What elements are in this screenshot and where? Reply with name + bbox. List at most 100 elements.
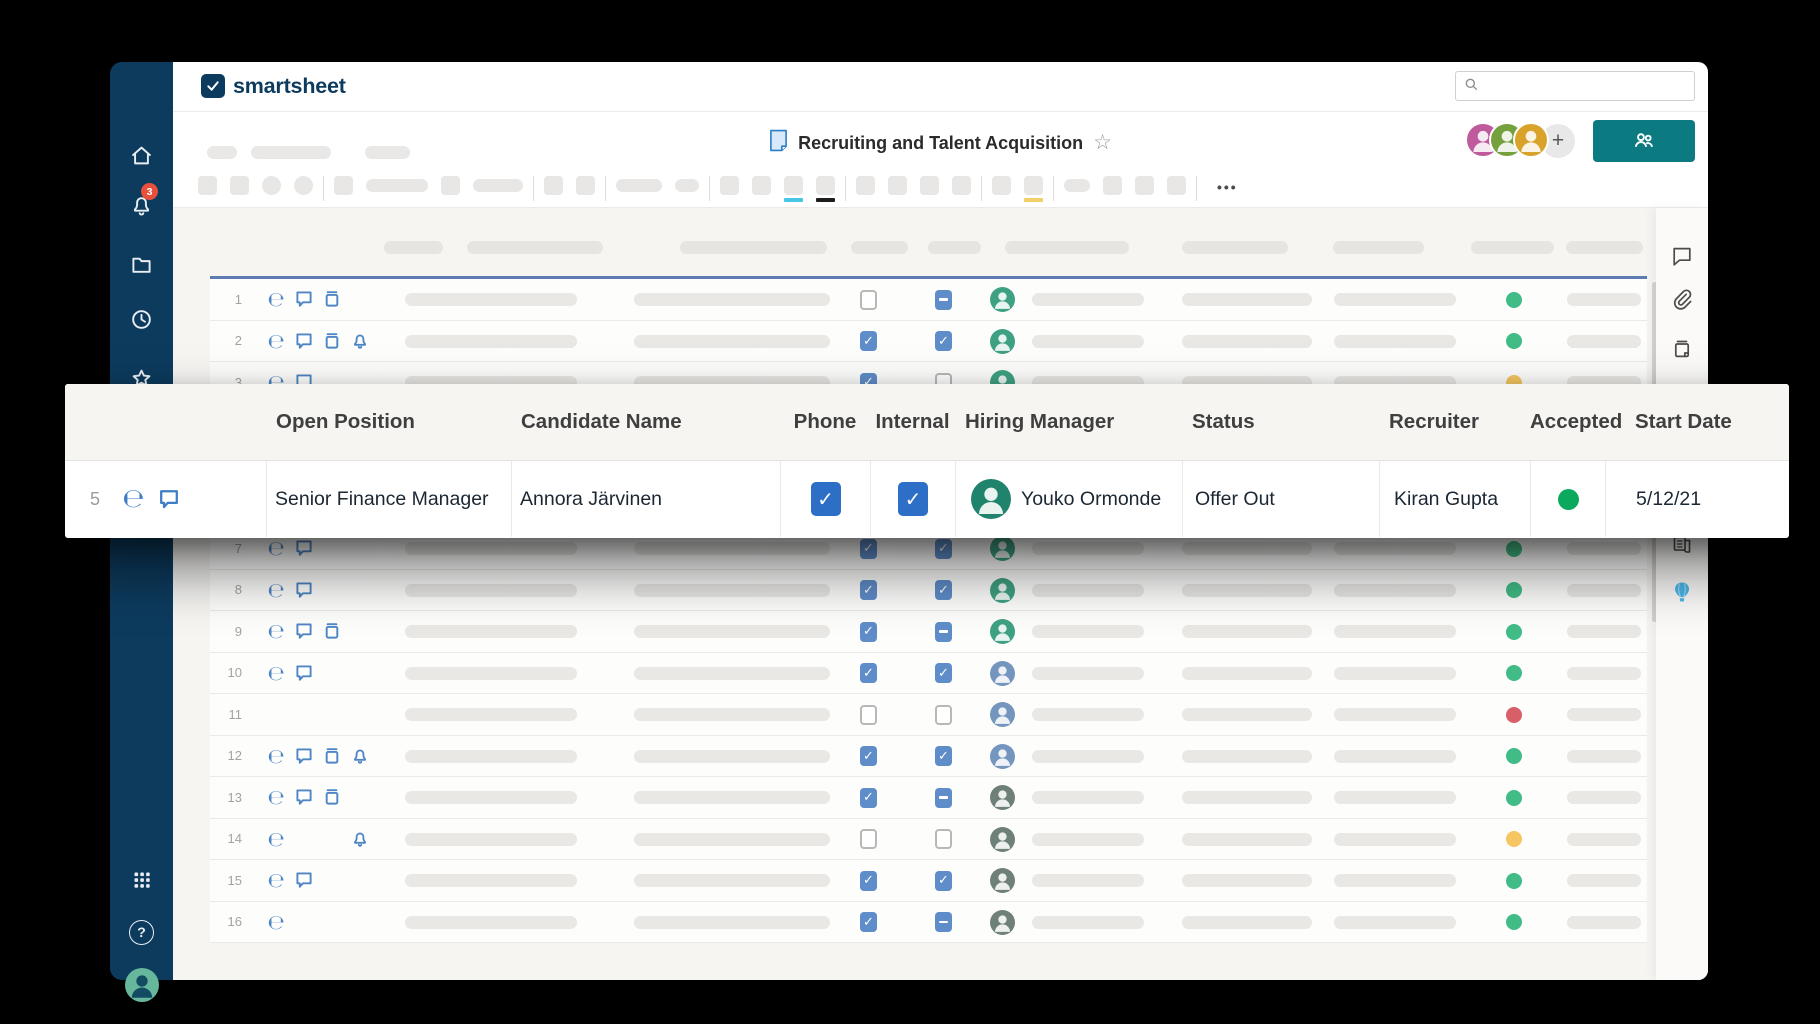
phone-checkbox-checked[interactable] — [860, 580, 877, 600]
panel-proofs-icon[interactable] — [1670, 337, 1694, 361]
internal-checkbox-partial[interactable] — [935, 621, 952, 642]
table-row[interactable]: 14 ℮ — [210, 818, 1647, 860]
internal-checkbox-checked[interactable] — [935, 538, 952, 559]
sidebar-item-browse-icon[interactable] — [110, 249, 173, 279]
comment-icon[interactable] — [292, 785, 316, 809]
attachment-icon[interactable]: ℮ — [267, 328, 285, 353]
toolbar-button[interactable] — [675, 176, 699, 202]
attachment-icon[interactable]: ℮ — [122, 484, 145, 514]
cell-internal[interactable] — [870, 461, 955, 537]
toolbar-button[interactable] — [334, 176, 353, 202]
toolbar-button[interactable] — [294, 176, 313, 202]
proof-icon[interactable] — [320, 287, 344, 311]
attachment-icon[interactable]: ℮ — [267, 536, 285, 560]
col-header-accepted[interactable]: Accepted — [1530, 410, 1623, 433]
phone-checkbox-checked[interactable] — [860, 621, 877, 642]
table-row[interactable]: 15 ℮ — [210, 860, 1647, 902]
toolbar-button[interactable] — [1024, 176, 1043, 202]
comment-icon[interactable] — [292, 868, 316, 892]
phone-checkbox-checked[interactable] — [810, 482, 841, 516]
toolbar-button[interactable] — [1103, 176, 1122, 202]
table-row[interactable]: 12 ℮ — [210, 735, 1647, 777]
toolbar-button[interactable] — [1064, 176, 1090, 202]
internal-checkbox-partial[interactable] — [935, 912, 952, 932]
toolbar-button[interactable] — [720, 176, 739, 202]
table-row[interactable]: 10 ℮ — [210, 652, 1647, 694]
cell-open-position[interactable]: Senior Finance Manager — [266, 461, 511, 537]
comment-icon[interactable] — [292, 329, 316, 353]
panel-whats-new-icon[interactable] — [1670, 580, 1694, 604]
attachment-icon[interactable]: ℮ — [267, 868, 285, 892]
col-header-phone[interactable]: Phone — [793, 410, 857, 433]
toolbar-button[interactable] — [262, 176, 281, 202]
table-row[interactable]: 8 ℮ — [210, 569, 1647, 611]
proof-icon[interactable] — [320, 744, 344, 768]
table-row[interactable]: 2 ℮ — [210, 320, 1647, 362]
internal-checkbox-checked[interactable] — [935, 746, 952, 766]
attachment-icon[interactable]: ℮ — [267, 743, 285, 768]
col-header-hiring-manager[interactable]: Hiring Manager — [965, 410, 1115, 433]
toolbar-button[interactable] — [920, 176, 939, 202]
comment-icon[interactable] — [292, 536, 316, 560]
attachment-icon[interactable]: ℮ — [267, 577, 285, 602]
phone-checkbox-checked[interactable] — [860, 912, 877, 932]
toolbar-button[interactable] — [992, 176, 1011, 202]
table-row[interactable]: 13 ℮ — [210, 777, 1647, 819]
callout-row[interactable]: 5 ℮ Senior Finance Manager Annora Järvin… — [65, 461, 1789, 537]
col-header-start-date[interactable]: Start Date — [1635, 410, 1732, 433]
attachment-icon[interactable]: ℮ — [267, 826, 285, 851]
toolbar-button[interactable] — [1167, 176, 1186, 202]
col-header-open-position[interactable]: Open Position — [276, 410, 415, 433]
phone-checkbox-checked[interactable] — [860, 746, 877, 766]
col-header-recruiter[interactable]: Recruiter — [1389, 410, 1480, 433]
phone-checkbox-checked[interactable] — [860, 663, 877, 683]
toolbar-button[interactable] — [1135, 176, 1154, 202]
comment-icon[interactable] — [292, 578, 316, 602]
bell-icon[interactable] — [348, 827, 372, 851]
table-row[interactable]: 11 — [210, 694, 1647, 736]
phone-checkbox-checked[interactable] — [860, 538, 877, 559]
toolbar-button[interactable] — [544, 176, 563, 202]
toolbar-button[interactable] — [752, 176, 771, 202]
proof-icon[interactable] — [320, 329, 344, 353]
more-options-icon[interactable]: ••• — [1217, 179, 1238, 195]
proof-icon[interactable] — [320, 785, 344, 809]
toolbar-button[interactable] — [473, 176, 523, 202]
internal-checkbox-partial[interactable] — [935, 787, 952, 808]
cell-status[interactable]: Offer Out — [1182, 461, 1379, 537]
attachment-icon[interactable]: ℮ — [267, 287, 285, 311]
internal-checkbox-partial[interactable] — [935, 289, 952, 310]
phone-checkbox-checked[interactable] — [860, 331, 877, 351]
sidebar-item-notifications-icon[interactable]: 3 — [110, 183, 173, 220]
internal-checkbox-empty[interactable] — [935, 704, 952, 725]
table-row[interactable]: 1 ℮ — [210, 279, 1647, 321]
toolbar-button[interactable] — [616, 176, 662, 202]
favorite-star-icon[interactable]: ☆ — [1093, 131, 1112, 154]
comment-icon[interactable] — [292, 744, 316, 768]
toolbar-button[interactable] — [441, 176, 460, 202]
phone-checkbox-empty[interactable] — [860, 704, 877, 725]
toolbar-button[interactable] — [856, 176, 875, 202]
sidebar-item-recents-icon[interactable] — [110, 304, 173, 334]
internal-checkbox-checked[interactable] — [935, 580, 952, 600]
toolbar-button[interactable] — [198, 176, 217, 202]
share-button[interactable] — [1593, 120, 1695, 162]
toolbar-button[interactable] — [816, 176, 835, 202]
bell-icon[interactable] — [348, 329, 372, 353]
attachment-icon[interactable]: ℮ — [267, 785, 285, 809]
sidebar-item-favorites-icon[interactable] — [110, 363, 173, 393]
table-row[interactable]: 16 ℮ — [210, 901, 1647, 943]
bell-icon[interactable] — [348, 744, 372, 768]
comment-icon[interactable] — [292, 619, 316, 643]
phone-checkbox-empty[interactable] — [860, 829, 877, 849]
toolbar-button[interactable] — [230, 176, 249, 202]
toolbar-button[interactable] — [576, 176, 595, 202]
sidebar-item-help-icon[interactable]: ? — [110, 917, 173, 947]
phone-checkbox-checked[interactable] — [860, 870, 877, 891]
cell-recruiter[interactable]: Kiran Gupta — [1379, 461, 1530, 537]
cell-start-date[interactable]: 5/12/21 — [1605, 461, 1789, 537]
sidebar-item-home-icon[interactable] — [110, 140, 173, 170]
search-input[interactable] — [1485, 77, 1694, 95]
attachment-icon[interactable]: ℮ — [267, 660, 285, 685]
proof-icon[interactable] — [320, 619, 344, 643]
